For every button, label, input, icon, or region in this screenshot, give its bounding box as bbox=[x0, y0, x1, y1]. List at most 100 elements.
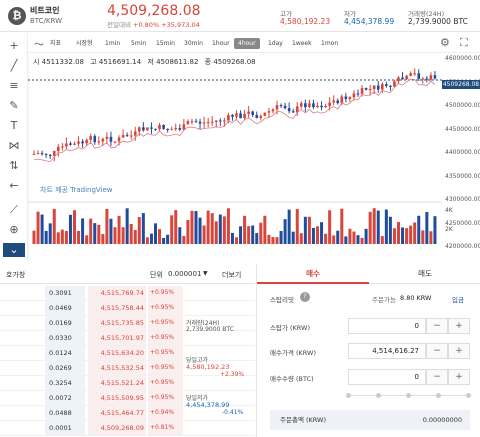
row-price: 4,515,532.54 bbox=[88, 361, 146, 375]
orderbook-row[interactable]: 0.0124 4,515,634.20 +0.95% bbox=[0, 346, 255, 361]
slider-dot-75[interactable] bbox=[436, 393, 441, 398]
volume-bar bbox=[271, 237, 275, 244]
tf-15min[interactable]: 15min bbox=[156, 40, 175, 47]
order-type-select[interactable]: 스탑리밋 bbox=[270, 296, 294, 304]
moving-average-line bbox=[33, 78, 436, 163]
row-qty: 0.0169 bbox=[45, 316, 85, 330]
volume-bar bbox=[283, 219, 287, 244]
trendline-icon[interactable]: ╱ bbox=[10, 59, 18, 72]
zoom-icon[interactable]: ⊕ bbox=[9, 223, 19, 236]
slider-dot-0[interactable] bbox=[346, 393, 351, 398]
brush-icon[interactable]: ✎ bbox=[9, 99, 19, 112]
candle-body bbox=[65, 143, 68, 147]
unit-select[interactable]: 0.000001 bbox=[168, 270, 202, 278]
buy-price-input[interactable]: 4,514,616.27 bbox=[348, 343, 426, 359]
candle-body bbox=[178, 128, 182, 130]
volume-bar bbox=[154, 223, 157, 244]
volume-bar bbox=[388, 216, 392, 244]
tf-1mon[interactable]: 1mon bbox=[321, 40, 339, 47]
tf-30min[interactable]: 30min bbox=[184, 40, 203, 47]
total-label: 주문총액 (KRW) bbox=[280, 416, 327, 424]
volume-bar bbox=[251, 225, 255, 244]
candlestick-chart[interactable] bbox=[28, 54, 442, 260]
tf-1week[interactable]: 1week bbox=[292, 40, 312, 47]
tf-1hour[interactable]: 1hour bbox=[212, 40, 230, 47]
tf-1day[interactable]: 1day bbox=[268, 40, 283, 47]
orderbook-row[interactable]: 0.0072 4,515,509.95 +0.95% bbox=[0, 391, 255, 406]
tab-buy[interactable]: 매수 bbox=[257, 264, 369, 284]
orderbook-row[interactable]: 0.0488 4,515,464.77 +0.94% bbox=[0, 406, 255, 421]
volume-bar bbox=[425, 212, 429, 244]
orderbook-row[interactable]: 0.0469 4,515,758.44 +0.95% bbox=[0, 301, 255, 316]
order-total: 주문총액 (KRW) 0.00000000 bbox=[270, 410, 470, 430]
watermark-text: 차트 제공 TradingView bbox=[40, 186, 113, 194]
price-minus-button[interactable]: − bbox=[426, 343, 448, 359]
moving-average-group bbox=[33, 78, 436, 163]
coin-pair: BTC/KRW bbox=[30, 17, 63, 25]
qty-minus-button[interactable]: − bbox=[426, 369, 448, 385]
row-pct: +0.95% bbox=[148, 331, 183, 345]
candle-body bbox=[48, 154, 52, 156]
tf-1min[interactable]: 1min bbox=[105, 40, 121, 47]
tf-5min[interactable]: 5min bbox=[131, 40, 147, 47]
collapse-icon[interactable]: ⌄ bbox=[3, 243, 25, 257]
price-axis-tick: 4300000.00 bbox=[445, 196, 480, 203]
forecast-icon[interactable]: ⇅ bbox=[9, 159, 19, 172]
price-plus-button[interactable]: + bbox=[448, 343, 470, 359]
volume-bar bbox=[392, 228, 396, 244]
tf-market[interactable]: 시장형 bbox=[76, 40, 93, 47]
more-button[interactable]: 더보기 bbox=[222, 271, 242, 279]
candle-body bbox=[295, 106, 299, 113]
info-low-pct: -0.41% bbox=[222, 409, 244, 416]
ruler-icon[interactable]: ⟋ bbox=[10, 203, 18, 216]
slider-dot-25[interactable] bbox=[376, 393, 381, 398]
chart-type-icon[interactable]: 〜 bbox=[34, 40, 44, 51]
orderbook-row[interactable]: 0.3091 4,515,769.74 +0.95% bbox=[0, 286, 255, 301]
text-icon[interactable]: T bbox=[10, 119, 18, 132]
ohlc-high: 고 4516691.14 bbox=[90, 58, 142, 66]
order-panel: 매수 매도 bbox=[256, 264, 480, 437]
back-arrow-icon[interactable]: ← bbox=[9, 179, 19, 192]
fullscreen-icon[interactable]: ⛶ bbox=[460, 36, 468, 49]
indicator-button[interactable]: 지표 bbox=[50, 40, 62, 47]
volume-bar bbox=[364, 228, 368, 244]
volume-bar bbox=[279, 231, 283, 244]
candle-body bbox=[198, 121, 202, 124]
chevron-down-icon[interactable]: ▼ bbox=[203, 270, 208, 277]
candle-body bbox=[125, 135, 129, 137]
candle-body bbox=[227, 114, 230, 121]
settings-icon[interactable]: ⚙ bbox=[440, 36, 450, 49]
volume-bar bbox=[48, 223, 52, 244]
candle-body bbox=[267, 111, 271, 113]
row-qty: 0.3091 bbox=[45, 286, 85, 300]
slider-dot-50[interactable] bbox=[406, 393, 411, 398]
orderbook-row[interactable]: 0.0169 4,515,735.85 +0.95% bbox=[0, 316, 255, 331]
deposit-link[interactable]: 입금 bbox=[452, 296, 464, 304]
candle-body bbox=[117, 137, 121, 142]
stop-plus-button[interactable]: + bbox=[448, 318, 470, 334]
help-icon[interactable]: ? bbox=[300, 292, 310, 302]
orderbook-row[interactable]: 0.0001 4,509,268.09 +0.81% bbox=[0, 421, 255, 436]
candle-body bbox=[170, 129, 173, 131]
candle-body bbox=[186, 121, 190, 125]
candle-body bbox=[138, 127, 141, 132]
crosshair-icon[interactable]: + bbox=[9, 39, 19, 52]
qty-plus-button[interactable]: + bbox=[448, 369, 470, 385]
candle-body bbox=[312, 103, 315, 108]
tf-4hour[interactable]: 4hour bbox=[234, 38, 260, 49]
stop-minus-button[interactable]: − bbox=[426, 318, 448, 334]
slider-dot-100[interactable] bbox=[466, 393, 471, 398]
pattern-icon[interactable]: ⋈ bbox=[8, 139, 20, 152]
volume-bar bbox=[206, 210, 210, 244]
buy-qty-input[interactable]: 0 bbox=[348, 369, 426, 385]
volume-bar bbox=[299, 233, 303, 244]
orderbook-row[interactable]: 0.0330 4,515,701.97 +0.95% bbox=[0, 331, 255, 346]
tab-sell[interactable]: 매도 bbox=[369, 264, 480, 284]
fib-icon[interactable]: ≡ bbox=[9, 79, 19, 92]
candle-body bbox=[376, 85, 380, 90]
orderbook-row[interactable]: 0.3254 4,515,521.24 +0.95% bbox=[0, 376, 255, 391]
stop-price-input[interactable]: 0 bbox=[348, 318, 426, 334]
orderbook-row[interactable]: 0.0269 4,515,532.54 +0.95% bbox=[0, 361, 255, 376]
volume-bar bbox=[235, 237, 238, 244]
candle-body bbox=[328, 102, 331, 106]
